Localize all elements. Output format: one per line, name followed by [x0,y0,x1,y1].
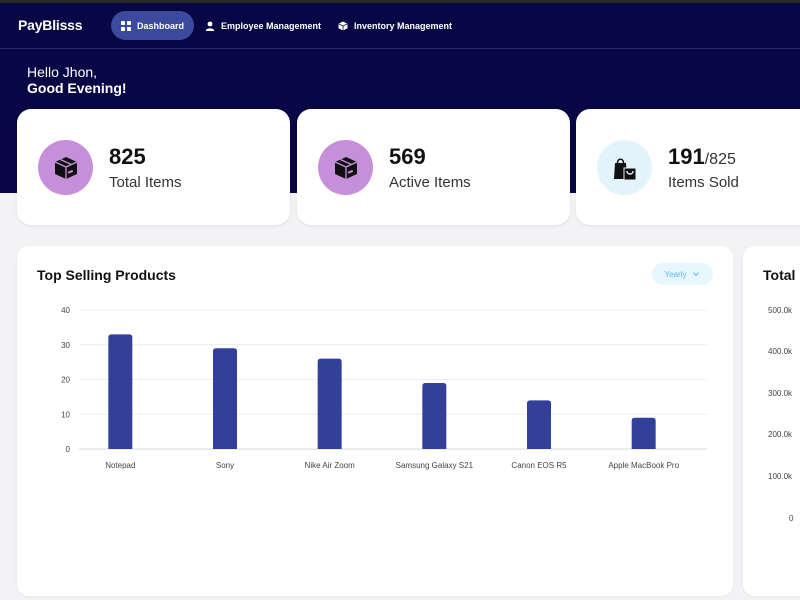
total-panel: Total 500.0k 400.0k 300.0k 200.0k 100.0k… [743,246,800,596]
stat-value: 191/825 [668,144,736,170]
x-tick-label: Canon EOS R5 [511,461,567,470]
stat-icon-wrap [38,140,93,195]
y-tick-label: 20 [61,376,70,385]
stat-value: 569 [389,144,426,170]
nav-dashboard-label: Dashboard [137,20,185,31]
brand-logo[interactable]: PayBlisss [18,17,83,33]
y-tick-label: 10 [61,410,70,419]
stat-value-suffix: /825 [704,151,736,168]
period-dropdown[interactable]: Yearly [652,263,713,285]
y-tick-label: 500.0k [768,306,793,315]
top-strip [0,0,800,3]
user-icon [205,21,215,31]
stat-icon-wrap [318,140,373,195]
nav-employee-label: Employee Management [221,20,322,31]
nav-inventory-management[interactable]: Inventory Management [328,11,462,40]
stat-value-main: 569 [389,144,426,169]
x-tick-label: Notepad [105,461,135,470]
top-selling-panel: Top Selling Products Yearly 0 10 20 30 40 Not… [17,246,733,596]
stat-card-items-sold: 191/825 Items Sold [576,109,800,225]
box-icon [338,21,348,30]
x-tick-label: Apple MacBook Pro [608,461,679,470]
shopping-bag-icon [613,157,636,180]
greeting-time: Good Evening! [27,80,127,96]
chevron-down-icon [693,272,700,277]
bar[interactable] [317,358,342,449]
greeting-hello: Hello Jhon, [27,64,98,80]
y-tick-label: 400.0k [768,347,793,356]
bar[interactable] [422,382,447,449]
y-tick-label: 0 [66,445,71,454]
y-tick-label: 30 [61,341,70,350]
stat-value-main: 191 [668,144,705,169]
stat-card-total-items: 825 Total Items [17,109,290,225]
y-tick-label: 40 [61,306,70,315]
stat-label: Items Sold [668,174,739,191]
x-tick-label: Samsung Galaxy S21 [396,461,474,470]
x-tick-label: Sony [216,461,234,470]
top-nav: PayBlisss Dashboard Employee Management … [0,3,800,49]
y-tick-label: 100.0k [768,472,793,481]
grid-icon [121,20,131,31]
stat-value-main: 825 [109,144,146,169]
stat-label: Active Items [389,174,471,191]
package-icon [54,156,77,179]
bar[interactable] [108,334,133,449]
bar[interactable] [527,400,551,449]
period-dropdown-value: Yearly [664,269,687,279]
stat-label: Total Items [109,174,182,191]
stat-value: 825 [109,144,146,170]
nav-inventory-label: Inventory Management [354,20,453,31]
nav-dashboard[interactable]: Dashboard [111,11,195,40]
x-tick-label: Nike Air Zoom [305,461,356,470]
y-tick-label: 0 [789,514,794,523]
package-icon [334,156,357,179]
bar[interactable] [631,417,656,449]
panel-title: Total [763,267,796,283]
nav-employee-management[interactable]: Employee Management [195,11,331,40]
bar[interactable] [213,348,237,449]
stat-card-active-items: 569 Active Items [297,109,570,225]
y-tick-label: 200.0k [768,430,793,439]
y-tick-label: 300.0k [768,389,793,398]
panel-title: Top Selling Products [37,267,176,283]
stat-icon-wrap [597,140,652,195]
top-selling-bar-chart: 0 10 20 30 40 Notepad Sony Nike Air Zoom Samsung… [61,306,707,470]
